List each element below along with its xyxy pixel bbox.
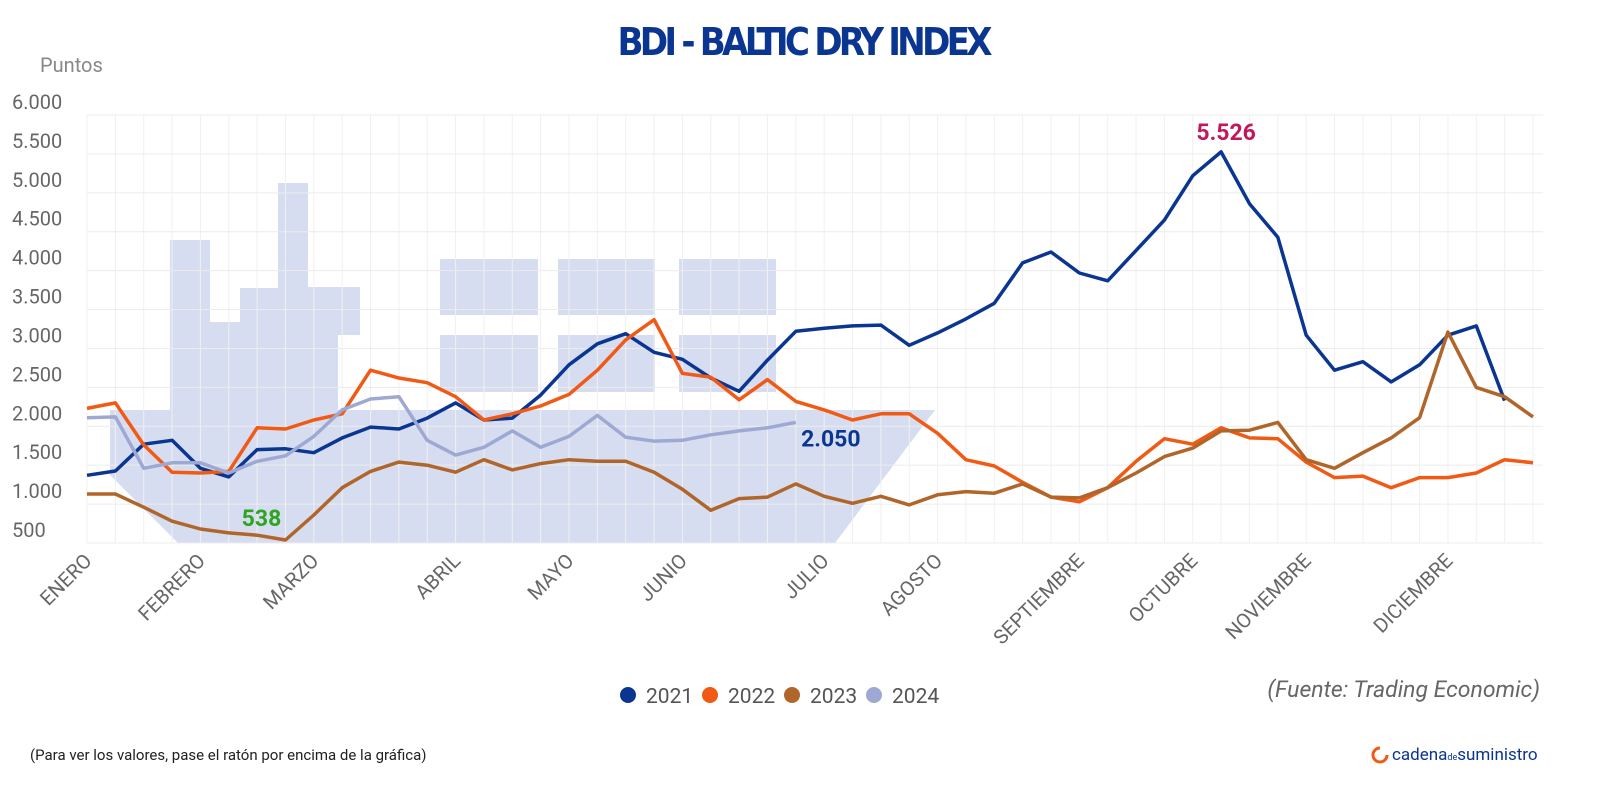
logo-part: de (1447, 753, 1457, 763)
y-tick-label: 1.000 (12, 479, 62, 503)
x-tick-label: ABRIL (410, 548, 465, 603)
x-tick-label: JUNIO (634, 549, 692, 607)
y-tick-label: 3.000 (12, 323, 62, 347)
ship-part (308, 287, 360, 335)
line-series (87, 330, 1535, 542)
line-series (86, 150, 1507, 479)
legend: 2021 2022 2023 2024 (620, 685, 939, 709)
y-tick-label: 4.500 (12, 207, 62, 231)
ship-graphic (110, 183, 935, 543)
data-label: 5.526 (1196, 119, 1255, 146)
x-tick-label: AGOSTO (875, 549, 947, 621)
ship-hull (110, 410, 935, 543)
y-tick-label: 5.500 (12, 129, 62, 153)
container (558, 335, 655, 392)
y-tick-label: 2.500 (12, 362, 62, 386)
logo-icon (1371, 746, 1389, 764)
logo-text: cadenadesuministro (1392, 745, 1538, 765)
container (440, 259, 538, 315)
ship-part (170, 240, 210, 410)
legend-label: 2023 (810, 685, 857, 709)
ship-part (210, 322, 240, 410)
y-tick-label: 1.500 (12, 440, 62, 464)
y-tick-label: 500 (12, 518, 46, 542)
y-tick-label: 4.000 (12, 246, 62, 270)
x-tick-label: DICIEMBRE (1368, 549, 1457, 638)
x-tick-label: NOVIEMBRE (1220, 549, 1315, 644)
x-tick-label: FEBRERO (133, 549, 210, 626)
legend-marker (620, 687, 636, 703)
footnote: (Para ver los valores, pase el ratón por… (30, 746, 427, 764)
y-tick-label: 6.000 (12, 90, 62, 114)
line-series (86, 317, 1534, 504)
container (440, 335, 538, 392)
y-axis-label: Puntos (40, 53, 103, 77)
x-tick-label: OCTUBRE (1123, 549, 1202, 628)
logo-part: cadena (1392, 745, 1447, 765)
legend-marker (866, 687, 882, 703)
chart-title: BDI - BALTIC DRY INDEX (618, 20, 993, 64)
x-tick-label: ENERO (35, 549, 97, 611)
source: (Fuente: Trading Economic) (1267, 676, 1540, 703)
data-label: 2.050 (801, 425, 860, 452)
logo-part: suministro (1457, 745, 1537, 765)
y-tick-label: 2.000 (12, 401, 62, 425)
legend-marker (784, 687, 800, 703)
logo: cadenadesuministro (1371, 745, 1538, 765)
data-label: 538 (242, 505, 282, 532)
y-tick-label: 3.500 (12, 285, 62, 309)
legend-label: 2022 (728, 685, 775, 709)
x-tick-label: MARZO (258, 549, 323, 614)
container (679, 335, 776, 392)
legend-marker (702, 687, 718, 703)
line-series (86, 394, 797, 475)
x-tick-label: SEPTIEMBRE (988, 549, 1089, 650)
container (558, 259, 655, 315)
x-tick-label: JULIO (779, 549, 834, 604)
ship-part (240, 288, 278, 410)
plot: 5.526 538 2.050 (86, 119, 1535, 542)
x-tick-label: MAYO (522, 549, 578, 605)
ship-part (278, 183, 308, 410)
container (679, 259, 776, 315)
y-tick-label: 5.000 (12, 168, 62, 192)
legend-label: 2024 (892, 685, 939, 709)
legend-label: 2021 (646, 685, 693, 709)
ship-part (308, 335, 338, 410)
